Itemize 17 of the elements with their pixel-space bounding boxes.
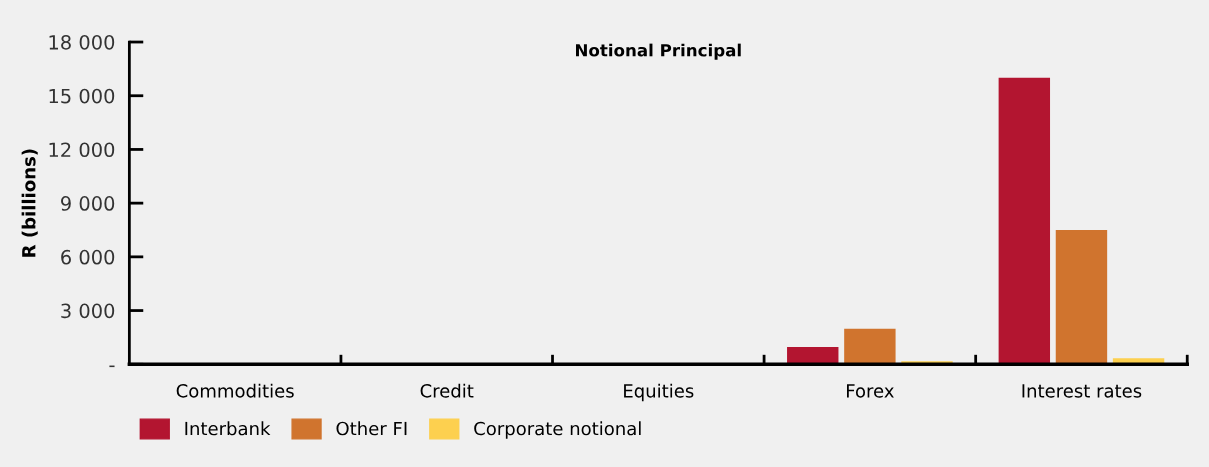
y-tick-label: 9 000 <box>61 196 115 211</box>
chart-title: Notional Principal <box>576 43 741 60</box>
x-tick-label: Forex <box>847 384 894 398</box>
y-tick-label: 15 000 <box>49 88 115 104</box>
y-tick-label: 12 000 <box>49 142 115 158</box>
y-tick-label: - <box>109 365 115 368</box>
y-tick-label: 3 000 <box>61 303 115 319</box>
x-tick-label: Equities <box>624 383 694 402</box>
x-tick-label: Commodities <box>176 383 294 398</box>
y-axis-title: R (billions) <box>21 149 38 257</box>
y-tick-label: 6 000 <box>61 249 115 265</box>
y-tick-label: 18 000 <box>49 34 115 50</box>
legend-label: Other FI <box>336 421 407 436</box>
legend-label: Interbank <box>185 421 271 436</box>
legend-label: Corporate notional <box>474 421 641 439</box>
x-tick-label: Interest rates <box>1022 384 1142 398</box>
x-tick-label: Credit <box>420 383 474 398</box>
